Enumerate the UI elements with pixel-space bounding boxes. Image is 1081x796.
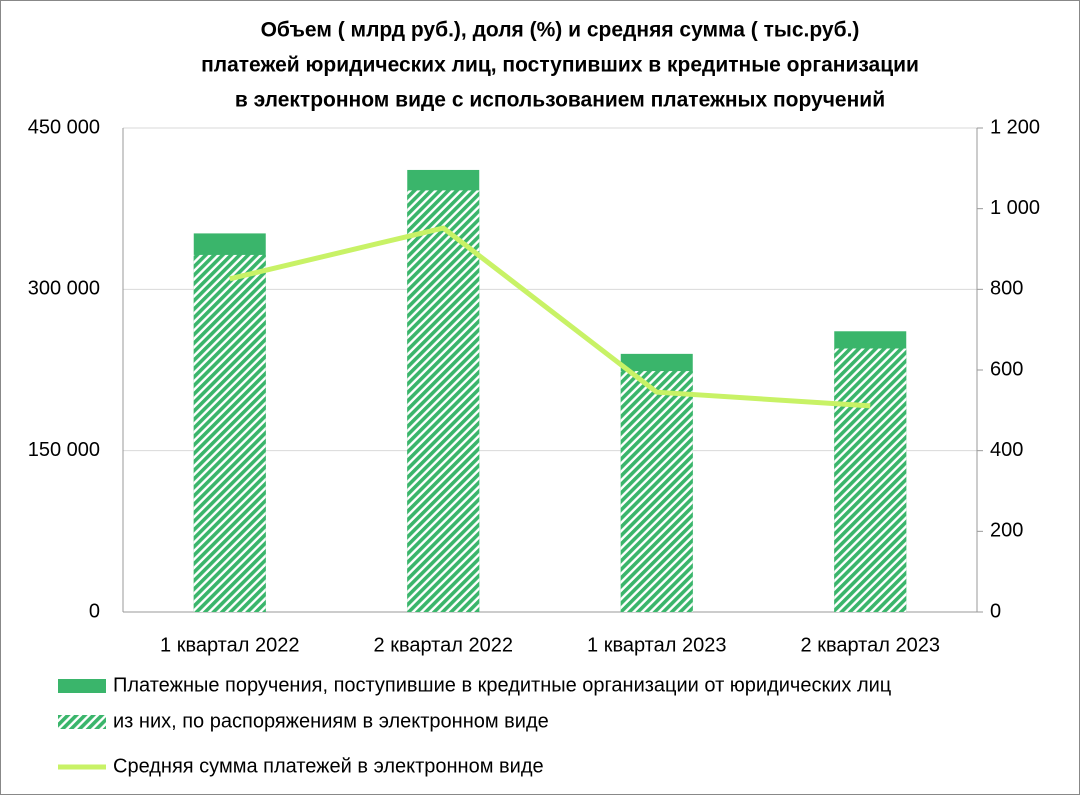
legend-label: Платежные поручения, поступившие в креди… bbox=[113, 674, 891, 696]
y-tick-label: 300 000 bbox=[28, 278, 100, 300]
legend-label: Средняя сумма платежей в электронном вид… bbox=[113, 755, 544, 777]
y2-tick-label: 600 bbox=[990, 358, 1023, 380]
x-tick-label: 1 квартал 2022 bbox=[160, 634, 299, 656]
chart-title: Объем ( млрд руб.), доля (%) и средняя с… bbox=[261, 19, 860, 42]
chart-title: платежей юридических лиц, поступивших в … bbox=[201, 54, 919, 77]
bar bbox=[193, 254, 266, 612]
y-tick-label: 450 000 bbox=[28, 116, 100, 138]
legend-swatch bbox=[58, 715, 106, 729]
bar bbox=[407, 190, 480, 613]
y2-tick-label: 200 bbox=[990, 520, 1023, 542]
y2-tick-label: 400 bbox=[990, 439, 1023, 461]
y2-tick-label: 1 200 bbox=[990, 116, 1040, 138]
line bbox=[229, 225, 871, 409]
legend-swatch bbox=[58, 679, 106, 693]
y2-tick-label: 1 000 bbox=[990, 197, 1040, 219]
bar bbox=[834, 348, 907, 612]
chart-title: в электронном виде с использованием плат… bbox=[235, 89, 885, 112]
y-tick-label: 0 bbox=[89, 600, 100, 622]
legend-label: из них, по распоряжениям в электронном в… bbox=[113, 710, 549, 732]
bar bbox=[620, 371, 693, 612]
y2-tick-label: 800 bbox=[990, 278, 1023, 300]
x-tick-label: 2 квартал 2022 bbox=[374, 634, 513, 656]
y-tick-label: 150 000 bbox=[28, 439, 100, 461]
x-tick-label: 2 квартал 2023 bbox=[801, 634, 940, 656]
y2-tick-label: 0 bbox=[990, 600, 1001, 622]
x-tick-label: 1 квартал 2023 bbox=[587, 634, 726, 656]
